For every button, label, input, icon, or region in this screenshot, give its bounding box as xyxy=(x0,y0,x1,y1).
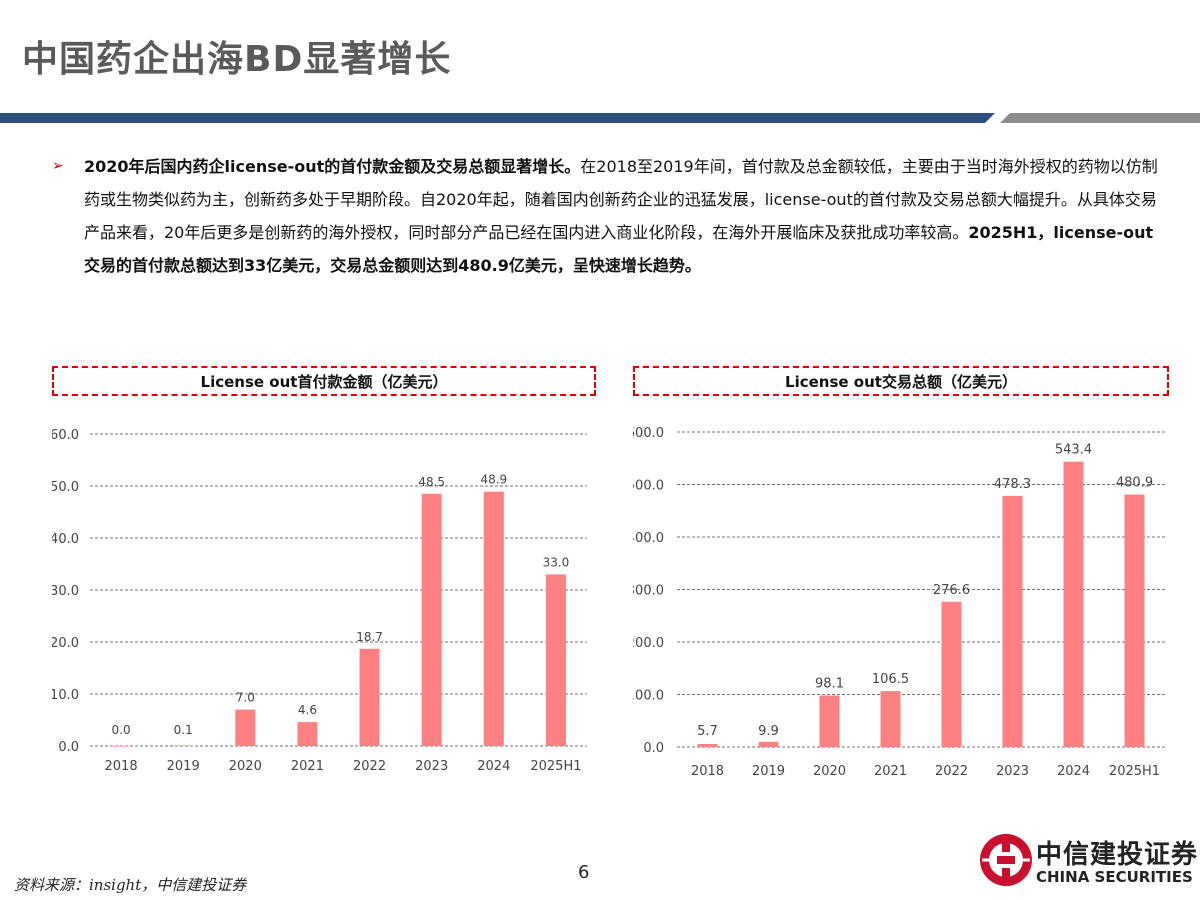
bar xyxy=(421,493,442,746)
intro-body: 在2018至2019年间，首付款及总金额较低，主要由于当时海外授权的药物以仿制药… xyxy=(84,157,1158,242)
y-tick-label: 200.0 xyxy=(633,636,664,651)
x-tick-label: 2024 xyxy=(1057,764,1090,779)
y-tick-label: 20.0 xyxy=(52,636,79,651)
data-label: 7.0 xyxy=(236,691,255,705)
upfront-payment-chart: License out首付款金额（亿美元） 0.0 10.0 20.0 30.0 40.… xyxy=(52,366,596,786)
y-tick-label: 400.0 xyxy=(633,531,664,546)
y-tick-label: 0.0 xyxy=(58,740,79,755)
data-label: 0.0 xyxy=(112,723,131,737)
bar xyxy=(235,709,256,746)
source-note: 资料来源：insight，中信建投证券 xyxy=(14,876,247,894)
x-tick-label: 2020 xyxy=(229,759,262,774)
x-tick-label: 2023 xyxy=(996,764,1029,779)
bar xyxy=(173,745,194,746)
chart-title: License out交易总额（亿美元） xyxy=(633,366,1169,396)
y-tick-label: 40.0 xyxy=(52,532,79,547)
data-label: 98.1 xyxy=(815,676,844,691)
logo-english-name: CHINA SECURITIES xyxy=(1036,868,1193,886)
y-tick-label: 30.0 xyxy=(52,584,79,599)
x-tick-label: 2024 xyxy=(477,759,510,774)
y-tick-label: 300.0 xyxy=(633,584,664,599)
intro-paragraph: ➢ 2020年后国内药企license-out的首付款金额及交易总额显著增长。在… xyxy=(52,150,1172,282)
x-tick-label: 2021 xyxy=(874,764,907,779)
bar xyxy=(758,741,779,747)
data-label: 478.3 xyxy=(994,477,1031,492)
bar xyxy=(111,746,132,747)
bar xyxy=(1063,461,1084,747)
data-label: 4.6 xyxy=(298,703,317,717)
bar xyxy=(359,648,380,746)
data-label: 276.6 xyxy=(933,583,970,598)
bar xyxy=(483,491,504,746)
data-label: 9.9 xyxy=(758,724,779,739)
page-number: 6 xyxy=(578,862,590,883)
bar xyxy=(941,601,962,747)
bar xyxy=(297,722,318,746)
logo-chinese-name: 中信建投证券 xyxy=(1036,840,1199,870)
chart-title: License out首付款金额（亿美元） xyxy=(52,366,596,396)
bar xyxy=(1002,495,1023,747)
y-tick-label: 0.0 xyxy=(643,741,664,756)
arrow-bullet-icon: ➢ xyxy=(52,158,64,174)
x-tick-label: 2018 xyxy=(105,759,138,774)
y-tick-label: 100.0 xyxy=(633,689,664,704)
total-deal-value-chart: License out交易总额（亿美元） 0.0 100.0 200.0 300.0 4… xyxy=(633,366,1169,786)
x-tick-label: 2022 xyxy=(353,759,386,774)
x-tick-label: 2023 xyxy=(415,759,448,774)
data-label: 18.7 xyxy=(356,630,383,644)
x-tick-label: 2021 xyxy=(291,759,324,774)
data-label: 543.4 xyxy=(1055,443,1092,458)
data-label: 5.7 xyxy=(697,724,718,739)
x-tick-label: 2018 xyxy=(691,764,724,779)
intro-tail: 2025H1，license-out交易的首付款总额达到33亿美元，交易总金额则… xyxy=(84,223,1154,275)
bar xyxy=(697,744,718,747)
x-tick-label: 2022 xyxy=(935,764,968,779)
x-tick-label: 2020 xyxy=(813,764,846,779)
intro-lead: 2020年后国内药企license-out的首付款金额及交易总额显著增长。 xyxy=(84,157,581,176)
bar xyxy=(880,691,901,747)
y-tick-label: 500.0 xyxy=(633,479,664,494)
x-tick-label: 2025H1 xyxy=(530,759,581,774)
total-deal-value-plot: 0.0 100.0 200.0 300.0 400.0 500.0 600.0 5.7 2018… xyxy=(633,426,1165,779)
y-tick-label: 50.0 xyxy=(52,480,79,495)
data-label: 33.0 xyxy=(543,555,570,569)
page-title: 中国药企出海BD显著增长 xyxy=(22,39,452,80)
y-tick-label: 10.0 xyxy=(52,688,79,703)
y-tick-label: 600.0 xyxy=(633,426,664,441)
data-label: 48.9 xyxy=(480,473,507,487)
upfront-payment-plot: 0.0 10.0 20.0 30.0 40.0 50.0 60.0 0.0 2018 0.1 201… xyxy=(52,428,587,774)
header-divider xyxy=(0,113,1200,123)
x-tick-label: 2019 xyxy=(167,759,200,774)
china-securities-logo-icon xyxy=(980,834,1032,886)
y-tick-label: 60.0 xyxy=(52,428,79,443)
china-securities-logo: 中信建投证券 CHINA SECURITIES xyxy=(978,830,1198,890)
intro-text: 2020年后国内药企license-out的首付款金额及交易总额显著增长。在20… xyxy=(84,150,1169,282)
data-label: 480.9 xyxy=(1116,476,1153,491)
bar xyxy=(545,574,566,746)
data-label: 48.5 xyxy=(418,475,445,489)
bar xyxy=(1124,494,1145,747)
data-label: 106.5 xyxy=(872,672,909,687)
data-label: 0.1 xyxy=(174,723,193,737)
x-tick-label: 2019 xyxy=(752,764,785,779)
bar xyxy=(819,695,840,747)
x-tick-label: 2025H1 xyxy=(1109,764,1160,779)
